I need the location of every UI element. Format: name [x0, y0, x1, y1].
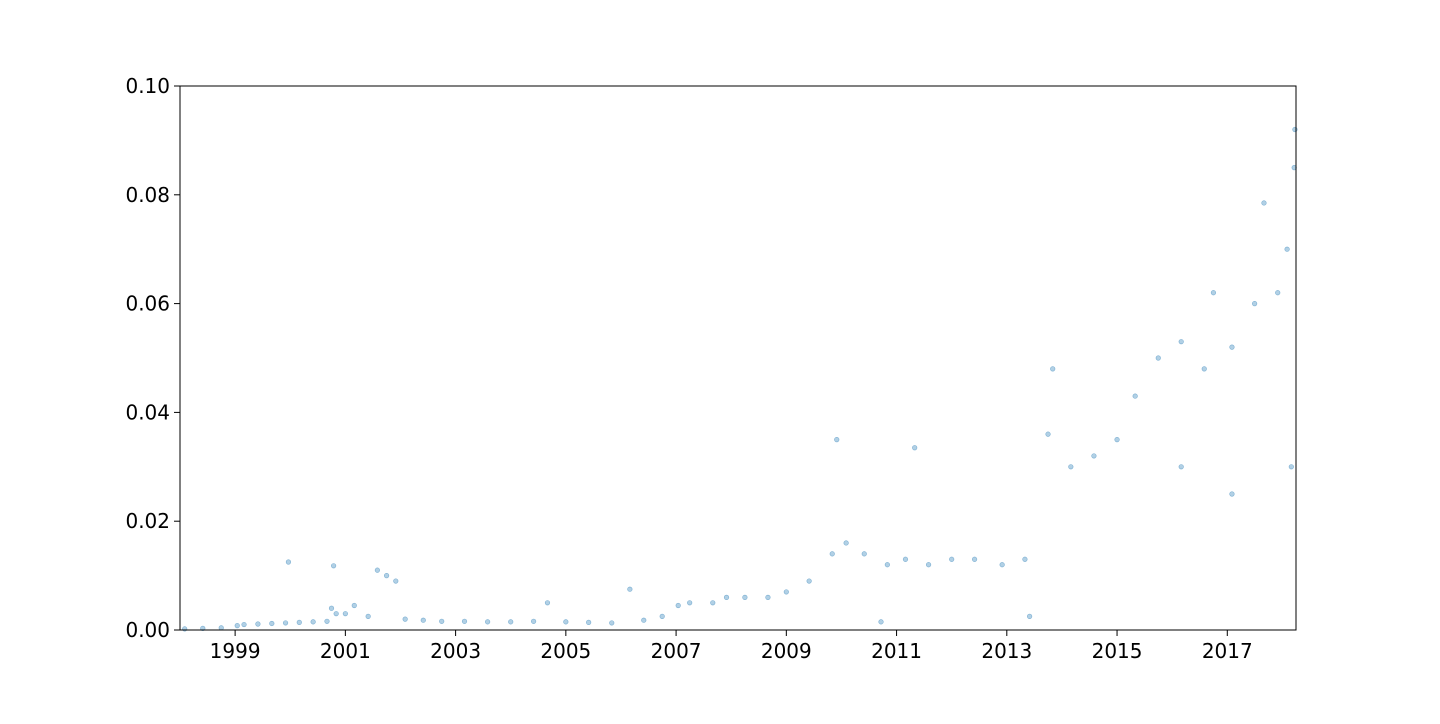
data-point	[328, 605, 335, 611]
data-point	[374, 567, 380, 573]
data-point	[1229, 344, 1235, 350]
data-point	[1045, 431, 1051, 437]
data-point	[544, 600, 551, 606]
x-tick-label: 2013	[981, 639, 1032, 663]
data-point	[1178, 339, 1184, 345]
points-layer	[182, 126, 1298, 632]
x-tick-label: 2005	[540, 639, 591, 663]
data-point	[420, 617, 426, 623]
data-point	[843, 540, 849, 546]
data-point	[563, 619, 569, 625]
data-point	[912, 445, 918, 451]
data-point	[531, 618, 537, 624]
data-point	[1178, 464, 1184, 470]
data-point	[485, 619, 491, 625]
x-tick-label: 2011	[871, 639, 922, 663]
data-point	[902, 556, 909, 562]
data-point	[806, 578, 812, 584]
axes-layer: 0.00 0.02 0.04 0.06 0.08 0.10 1999 2001 2003 2005…	[125, 74, 1297, 663]
data-point	[925, 562, 932, 568]
data-point	[333, 611, 339, 617]
data-point	[1091, 453, 1097, 459]
data-point	[834, 437, 840, 443]
data-point	[884, 562, 890, 568]
data-point	[296, 619, 302, 625]
data-point	[861, 551, 867, 557]
data-point	[1261, 200, 1267, 206]
data-point	[999, 562, 1005, 568]
data-point	[609, 620, 615, 626]
data-point	[324, 618, 330, 624]
data-point	[586, 619, 592, 625]
data-point	[710, 600, 716, 606]
data-point	[1201, 366, 1207, 372]
data-point	[675, 602, 681, 609]
data-point	[331, 563, 337, 569]
data-point	[282, 620, 289, 626]
data-point	[365, 613, 371, 620]
data-point	[641, 617, 647, 623]
data-point	[351, 602, 357, 609]
data-point	[508, 619, 514, 625]
data-point	[269, 620, 275, 627]
data-point	[218, 625, 224, 631]
data-point	[659, 613, 665, 620]
data-point	[1114, 437, 1120, 443]
y-tick-label: 0.10	[125, 74, 170, 98]
data-point	[393, 578, 399, 584]
data-point	[461, 618, 468, 624]
data-point	[234, 623, 240, 629]
plot-frame	[179, 85, 1297, 631]
data-point	[1292, 126, 1298, 133]
data-point	[1050, 366, 1056, 372]
data-point	[1210, 290, 1217, 296]
data-point	[182, 626, 188, 632]
y-tick-label: 0.08	[125, 183, 170, 207]
data-point	[723, 594, 730, 600]
data-point	[1027, 613, 1033, 620]
data-point	[627, 586, 633, 592]
data-point	[383, 572, 390, 579]
data-point	[1022, 556, 1028, 562]
data-point	[1275, 290, 1281, 296]
x-tick-label: 2015	[1092, 639, 1143, 663]
data-point	[1155, 355, 1161, 361]
y-tick-label: 0.06	[125, 292, 170, 316]
data-point	[971, 556, 978, 562]
data-point	[1288, 464, 1294, 470]
data-point	[241, 621, 247, 628]
y-tick-label: 0.00	[125, 618, 170, 642]
data-point	[342, 611, 348, 617]
data-point	[402, 616, 408, 622]
x-tick-label: 1999	[210, 639, 261, 663]
x-tick-label: 2007	[651, 639, 702, 663]
x-tick-label: 2017	[1202, 639, 1253, 663]
x-tick-label: 2003	[430, 639, 481, 663]
data-point	[310, 619, 316, 625]
data-point	[1068, 464, 1074, 470]
y-tick-label: 0.02	[125, 509, 170, 533]
y-tick-label: 0.04	[125, 400, 170, 424]
data-point	[829, 551, 835, 557]
data-point	[783, 589, 789, 595]
data-point	[687, 600, 693, 606]
data-point	[1252, 301, 1258, 307]
x-tick-label: 2009	[761, 639, 812, 663]
data-point	[285, 559, 292, 565]
data-point	[949, 556, 955, 562]
x-tick-label: 2001	[320, 639, 371, 663]
data-point	[742, 594, 748, 600]
data-point	[878, 619, 884, 625]
data-point	[1229, 491, 1235, 497]
data-point	[255, 621, 261, 627]
data-point	[1284, 246, 1290, 252]
data-point	[765, 594, 771, 600]
data-point	[439, 618, 445, 624]
data-point	[1132, 393, 1138, 399]
